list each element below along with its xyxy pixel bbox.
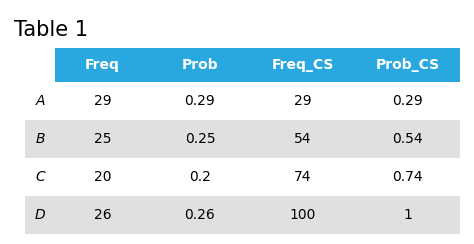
Text: 0.29: 0.29 <box>392 94 423 108</box>
Text: 0.29: 0.29 <box>185 94 215 108</box>
Text: Table 1: Table 1 <box>14 20 88 40</box>
Bar <box>25 158 460 196</box>
Text: D: D <box>35 208 46 222</box>
Text: C: C <box>35 170 45 184</box>
Text: 29: 29 <box>94 94 111 108</box>
Bar <box>250 48 355 82</box>
Text: Prob: Prob <box>182 58 219 72</box>
Text: 0.2: 0.2 <box>189 170 211 184</box>
Bar <box>25 196 460 234</box>
Bar <box>150 48 250 82</box>
Text: 0.54: 0.54 <box>392 132 423 146</box>
Text: 54: 54 <box>294 132 311 146</box>
Text: 74: 74 <box>294 170 311 184</box>
Bar <box>55 48 150 82</box>
Text: 0.25: 0.25 <box>185 132 215 146</box>
Text: 0.74: 0.74 <box>392 170 423 184</box>
Text: Freq_CS: Freq_CS <box>271 58 334 72</box>
Text: 20: 20 <box>94 170 111 184</box>
Bar <box>355 48 460 82</box>
Text: 26: 26 <box>94 208 111 222</box>
Text: Prob_CS: Prob_CS <box>375 58 439 72</box>
Text: 25: 25 <box>94 132 111 146</box>
Text: 29: 29 <box>294 94 311 108</box>
Text: 1: 1 <box>403 208 412 222</box>
Text: A: A <box>35 94 45 108</box>
Text: B: B <box>35 132 45 146</box>
Text: 0.26: 0.26 <box>185 208 215 222</box>
Text: Freq: Freq <box>85 58 120 72</box>
Bar <box>25 82 460 120</box>
Text: 100: 100 <box>289 208 316 222</box>
Bar <box>25 120 460 158</box>
